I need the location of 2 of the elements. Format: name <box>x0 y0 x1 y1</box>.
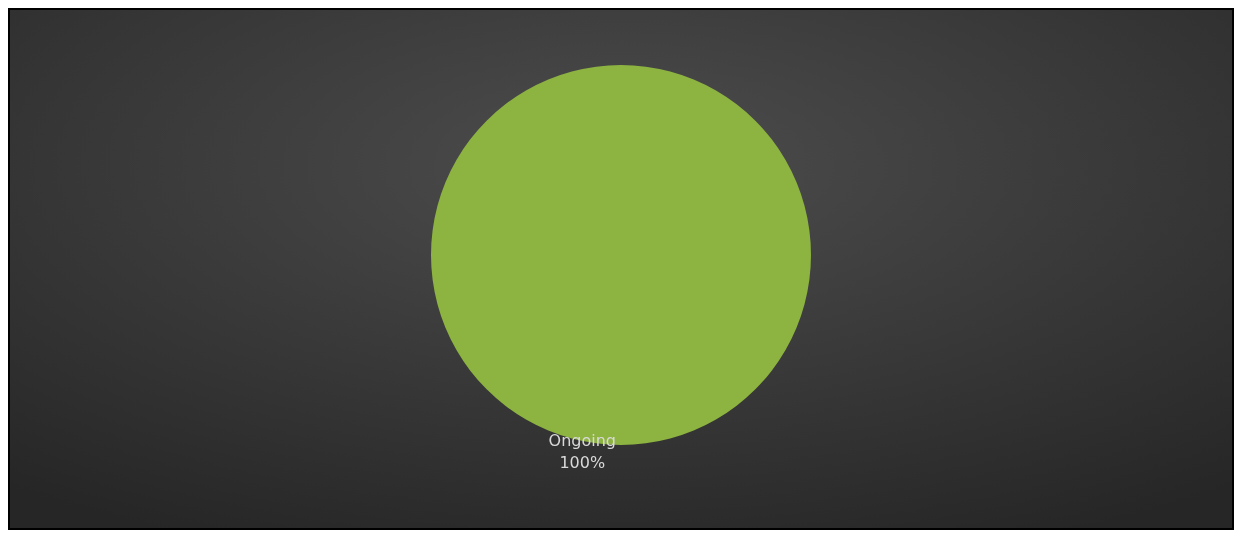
data-label: 100% <box>559 452 606 472</box>
slice-label: Ongoing <box>548 430 616 450</box>
